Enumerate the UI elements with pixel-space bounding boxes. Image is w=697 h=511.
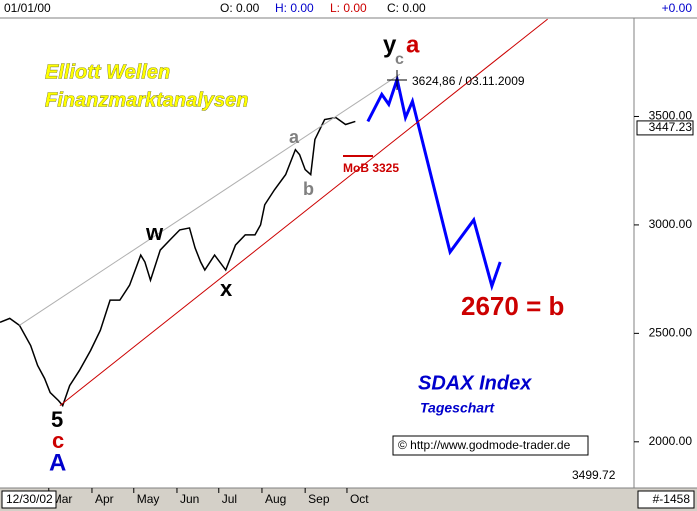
y-tick-label: 3500.00 [649,109,693,123]
annotation: a [406,31,420,58]
header-close: C: 0.00 [387,1,426,15]
x-tick-label: Sep [308,492,330,506]
x-axis-bar [0,488,697,511]
annotation: y [383,31,397,58]
annotation: 3624,86 / 03.11.2009 [412,74,525,88]
annotation: 2670 = b [461,291,564,321]
annotation: 3499.72 [572,468,616,482]
header-high: H: 0.00 [275,1,314,15]
annotation: c [52,428,64,453]
last-price-box [636,120,694,136]
annotation: © http://www.godmode-trader.de [398,438,571,452]
start-date-box [1,490,57,509]
annotation: A [49,449,66,476]
header-change: +0.00 [662,1,693,15]
header-date: 01/01/00 [4,1,51,15]
y-tick-label: 2500.00 [649,326,693,340]
annotation: c [395,51,404,68]
start-date: 12/30/02 [6,492,53,506]
x-tick-label: May [137,492,160,506]
x-tick-label: Oct [350,492,369,506]
series-line [19,73,401,326]
count: #-1458 [653,492,691,506]
last-price-label: 3447.23 [649,120,693,134]
annotation: 5 [51,407,63,432]
x-tick-label: Apr [95,492,114,506]
annotation: b [303,179,314,199]
series-line [0,116,356,408]
annotation: x [220,276,233,301]
count-box [637,490,695,509]
annotation: MoB 3325 [343,161,399,175]
x-tick-label: Jul [222,492,237,506]
annotation: w [145,220,164,245]
header-low: L: 0.00 [330,1,367,15]
annotation: SDAX Index [418,372,532,394]
x-tick-label: Mar [52,492,73,506]
series-line [59,18,548,406]
annotation: a [289,127,300,147]
x-tick-label: Jun [180,492,199,506]
header-open: O: 0.00 [220,1,260,15]
annotation: Elliott Wellen [45,61,170,83]
peak-cross [387,70,407,90]
x-tick-label: Aug [265,492,286,506]
y-tick-label: 2000.00 [649,434,693,448]
annotation: Finanzmarktanalysen [45,89,248,111]
copyright-box [392,435,589,456]
annotation: Tageschart [420,400,496,416]
series-line [366,73,502,292]
y-tick-label: 3000.00 [649,217,693,231]
